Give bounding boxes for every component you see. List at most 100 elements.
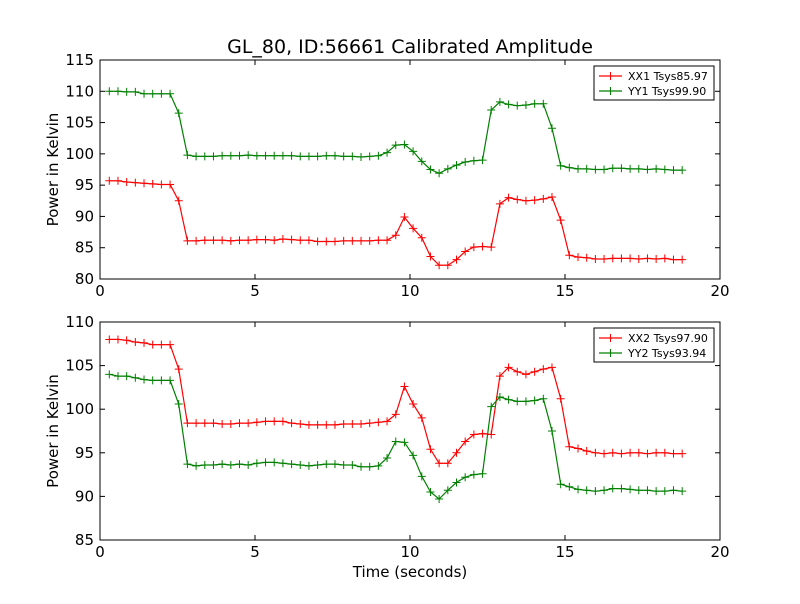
data-point xyxy=(330,151,339,160)
data-point xyxy=(678,449,687,458)
data-point xyxy=(348,152,357,161)
data-point xyxy=(435,459,444,468)
x-tick-label: 15 xyxy=(555,543,574,561)
data-point xyxy=(131,338,140,347)
data-point xyxy=(547,124,556,133)
data-point xyxy=(339,236,348,245)
data-point xyxy=(166,180,175,189)
data-point xyxy=(409,147,418,156)
data-point xyxy=(174,109,183,118)
data-point xyxy=(218,151,227,160)
data-point xyxy=(626,448,635,457)
data-point xyxy=(521,101,530,110)
data-point xyxy=(426,165,435,174)
data-point xyxy=(192,461,201,470)
data-point xyxy=(513,397,522,406)
data-point xyxy=(591,165,600,174)
x-axis-label: Time (seconds) xyxy=(352,563,468,581)
data-point xyxy=(391,410,400,419)
data-point xyxy=(530,196,539,205)
data-point xyxy=(461,473,470,482)
data-point xyxy=(365,152,374,161)
data-point xyxy=(192,236,201,245)
y-tick-label: 95 xyxy=(75,176,94,194)
data-point xyxy=(391,437,400,446)
data-point xyxy=(322,237,331,246)
data-point xyxy=(287,235,296,244)
data-point xyxy=(218,236,227,245)
y-tick-label: 85 xyxy=(75,531,94,549)
data-point xyxy=(400,140,409,149)
data-point xyxy=(669,486,678,495)
y-tick-label: 105 xyxy=(65,114,94,132)
data-point xyxy=(443,261,452,270)
data-point xyxy=(487,430,496,439)
data-point xyxy=(600,486,609,495)
data-point xyxy=(443,486,452,495)
data-point xyxy=(131,178,140,187)
data-point xyxy=(270,417,279,426)
data-point xyxy=(582,253,591,262)
data-point xyxy=(113,87,122,96)
data-point xyxy=(209,461,218,470)
data-point xyxy=(452,255,461,264)
data-point xyxy=(218,460,227,469)
legend-marker xyxy=(606,334,615,342)
data-point xyxy=(183,419,192,428)
data-point xyxy=(608,164,617,173)
data-point xyxy=(513,101,522,110)
data-point xyxy=(383,417,392,426)
data-point xyxy=(504,193,513,202)
data-point xyxy=(435,261,444,270)
data-point xyxy=(322,460,331,469)
y-tick-label: 95 xyxy=(75,444,94,462)
data-point xyxy=(556,161,565,170)
data-point xyxy=(643,449,652,458)
data-point xyxy=(148,179,157,188)
data-point xyxy=(582,486,591,495)
data-point xyxy=(357,420,366,429)
data-point xyxy=(304,152,313,161)
y-tick-label: 80 xyxy=(75,270,94,288)
y-tick-label: 90 xyxy=(75,207,94,225)
data-point xyxy=(487,243,496,252)
data-point xyxy=(660,448,669,457)
data-point xyxy=(435,495,444,504)
data-point xyxy=(547,427,556,435)
data-point xyxy=(539,394,548,403)
data-point xyxy=(426,488,435,497)
data-point xyxy=(270,236,279,245)
data-point xyxy=(322,420,331,429)
data-point xyxy=(148,89,157,98)
data-point xyxy=(330,237,339,246)
data-point xyxy=(504,395,513,404)
data-point xyxy=(565,442,574,451)
data-point xyxy=(330,460,339,469)
data-point xyxy=(539,99,548,108)
data-point xyxy=(365,236,374,245)
data-point xyxy=(660,254,669,263)
data-point xyxy=(105,370,114,379)
data-point xyxy=(617,254,626,263)
data-point xyxy=(131,373,140,382)
data-point xyxy=(409,451,418,460)
data-point xyxy=(200,236,209,245)
data-point xyxy=(426,445,435,454)
legend-marker xyxy=(606,87,615,95)
data-point xyxy=(304,420,313,429)
data-point xyxy=(495,392,504,401)
data-point xyxy=(140,338,149,347)
data-point xyxy=(357,152,366,161)
data-point xyxy=(235,419,244,428)
data-point xyxy=(235,151,244,160)
data-point xyxy=(278,459,287,468)
data-point xyxy=(339,420,348,429)
data-point xyxy=(244,461,253,470)
y-tick-label: 110 xyxy=(65,82,94,100)
data-point xyxy=(652,487,661,496)
data-point xyxy=(452,161,461,170)
data-point xyxy=(261,235,270,244)
data-point xyxy=(166,376,175,385)
data-point xyxy=(660,487,669,496)
data-point xyxy=(313,461,322,470)
